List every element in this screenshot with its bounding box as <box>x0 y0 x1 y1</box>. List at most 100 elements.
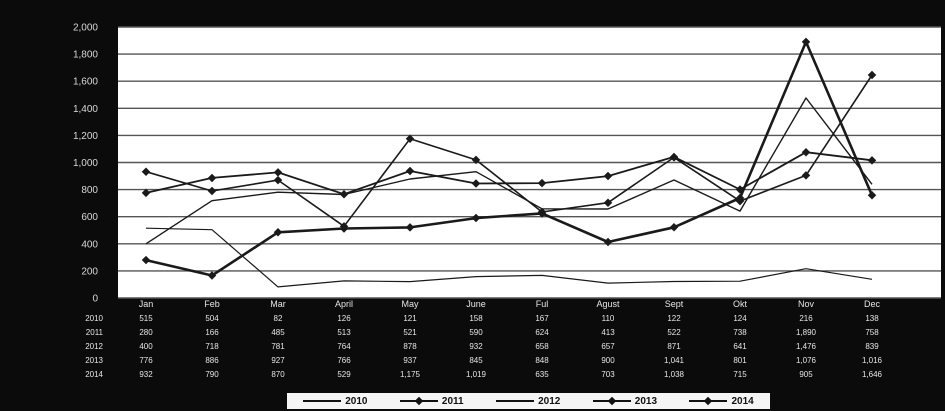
table-cell: 1,646 <box>862 370 883 379</box>
y-tick-label: 800 <box>81 185 98 196</box>
data-point <box>207 271 217 280</box>
table-cell: 522 <box>667 328 681 337</box>
table-cell: 167 <box>535 314 549 323</box>
legend-label: 2014 <box>731 395 754 407</box>
x-tick-label: April <box>335 299 353 309</box>
y-tick-label: 1,200 <box>73 131 98 142</box>
series-lines <box>141 37 877 288</box>
data-point <box>405 223 415 232</box>
data-point <box>273 168 283 177</box>
data-point <box>141 255 151 265</box>
table-cell: 590 <box>469 328 483 337</box>
table-cell: 715 <box>733 370 747 379</box>
legend-swatch <box>496 396 535 406</box>
series-line-2010 <box>145 227 873 288</box>
table-cell: 758 <box>865 328 879 337</box>
x-tick-label: Agust <box>596 299 620 309</box>
legend-label: 2011 <box>441 395 464 407</box>
legend-label: 2012 <box>538 395 561 407</box>
data-point <box>339 222 349 231</box>
y-tick-label: 1,400 <box>73 104 98 115</box>
table-cell: 766 <box>337 356 351 365</box>
series-line-2011 <box>145 40 874 277</box>
table-cell: 504 <box>205 314 219 323</box>
table-cell: 1,038 <box>664 370 685 379</box>
legend-item-2014: 2014 <box>689 395 754 407</box>
table-cell: 635 <box>535 370 549 379</box>
table-cell: 927 <box>271 356 285 365</box>
x-tick-label: June <box>466 299 486 309</box>
table-cell: 801 <box>733 356 747 365</box>
table-cell: 529 <box>337 370 351 379</box>
x-tick-label: Dec <box>864 299 881 309</box>
table-cell: 878 <box>403 342 417 351</box>
x-tick-label: Jan <box>139 299 154 309</box>
table-cell: 216 <box>799 314 813 323</box>
table-cell: 1,016 <box>862 356 883 365</box>
table-cell: 886 <box>205 356 219 365</box>
x-tick-label: Nov <box>798 299 815 309</box>
legend-swatch <box>592 396 631 406</box>
table-cell: 1,890 <box>796 328 817 337</box>
table-cell: 937 <box>403 356 417 365</box>
legend-item-2011: 2011 <box>399 395 464 407</box>
table-cell: 1,019 <box>466 370 487 379</box>
table-cell: 400 <box>139 342 153 351</box>
table-cell: 485 <box>271 328 285 337</box>
data-point <box>405 166 415 176</box>
series-line-2012 <box>145 97 873 245</box>
data-point <box>207 173 217 183</box>
x-tick-label: May <box>401 299 419 309</box>
x-tick-label: Mar <box>270 299 286 309</box>
table-row-label: 2011 <box>86 328 104 337</box>
table-cell: 932 <box>469 342 483 351</box>
data-point <box>273 175 283 185</box>
table-cell: 126 <box>337 314 351 323</box>
data-point <box>207 186 217 196</box>
data-point <box>471 179 481 188</box>
data-point <box>273 228 283 237</box>
table-cell: 738 <box>733 328 747 337</box>
table-row-label: 2010 <box>85 314 103 323</box>
table-row-label: 2014 <box>85 370 103 379</box>
table-cell: 624 <box>535 328 549 337</box>
x-tick-label: Sept <box>665 299 684 309</box>
legend-label: 2010 <box>345 395 368 407</box>
table-cell: 900 <box>601 356 615 365</box>
series-line-2014 <box>145 74 873 228</box>
table-cell: 657 <box>601 342 615 351</box>
y-tick-label: 600 <box>81 212 98 223</box>
table-cell: 1,175 <box>400 370 421 379</box>
table-row-label: 2012 <box>85 342 103 351</box>
table-cell: 124 <box>733 314 747 323</box>
data-point <box>339 189 349 199</box>
y-tick-label: 1,600 <box>73 77 98 88</box>
table-cell: 413 <box>601 328 615 337</box>
y-axis-ticks: 0 200 400 600 800 1,000 1,200 1,400 1,600 1,800 2,… <box>73 23 98 305</box>
table-cell: 703 <box>601 370 615 379</box>
table-cell: 521 <box>403 328 417 337</box>
table-cell: 158 <box>469 314 483 323</box>
table-cell: 641 <box>733 342 747 351</box>
data-point <box>471 213 481 223</box>
legend-item-2010: 2010 <box>303 396 367 407</box>
legend-item-2013: 2013 <box>592 396 657 407</box>
table-cell: 110 <box>602 314 615 323</box>
table-cell: 121 <box>403 314 417 323</box>
table-cell: 166 <box>205 328 219 337</box>
table-cell: 1,076 <box>796 356 817 365</box>
table-cell: 513 <box>337 328 351 337</box>
data-point <box>405 134 415 144</box>
gridlines <box>118 26 941 299</box>
table-cell: 1,476 <box>796 342 817 351</box>
legend-swatch <box>303 396 342 406</box>
table-cell: 790 <box>205 370 219 379</box>
table-cell: 122 <box>667 314 681 323</box>
legend-item-2012: 2012 <box>496 396 560 407</box>
table-cell: 839 <box>865 342 879 351</box>
table-cell: 1,041 <box>664 356 685 365</box>
table-cell: 515 <box>139 314 153 323</box>
table-row-label: 2013 <box>85 356 103 365</box>
